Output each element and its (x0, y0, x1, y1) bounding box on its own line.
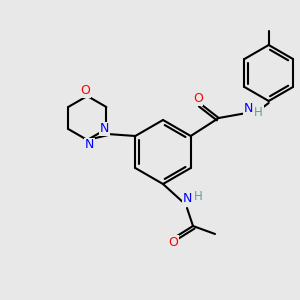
Text: N: N (100, 122, 109, 136)
Text: N: N (182, 193, 192, 206)
Text: H: H (194, 190, 202, 202)
Text: N: N (244, 101, 254, 115)
Text: O: O (168, 236, 178, 248)
Text: N: N (85, 139, 94, 152)
Text: H: H (254, 106, 263, 118)
Text: O: O (193, 92, 203, 106)
Text: O: O (80, 85, 90, 98)
